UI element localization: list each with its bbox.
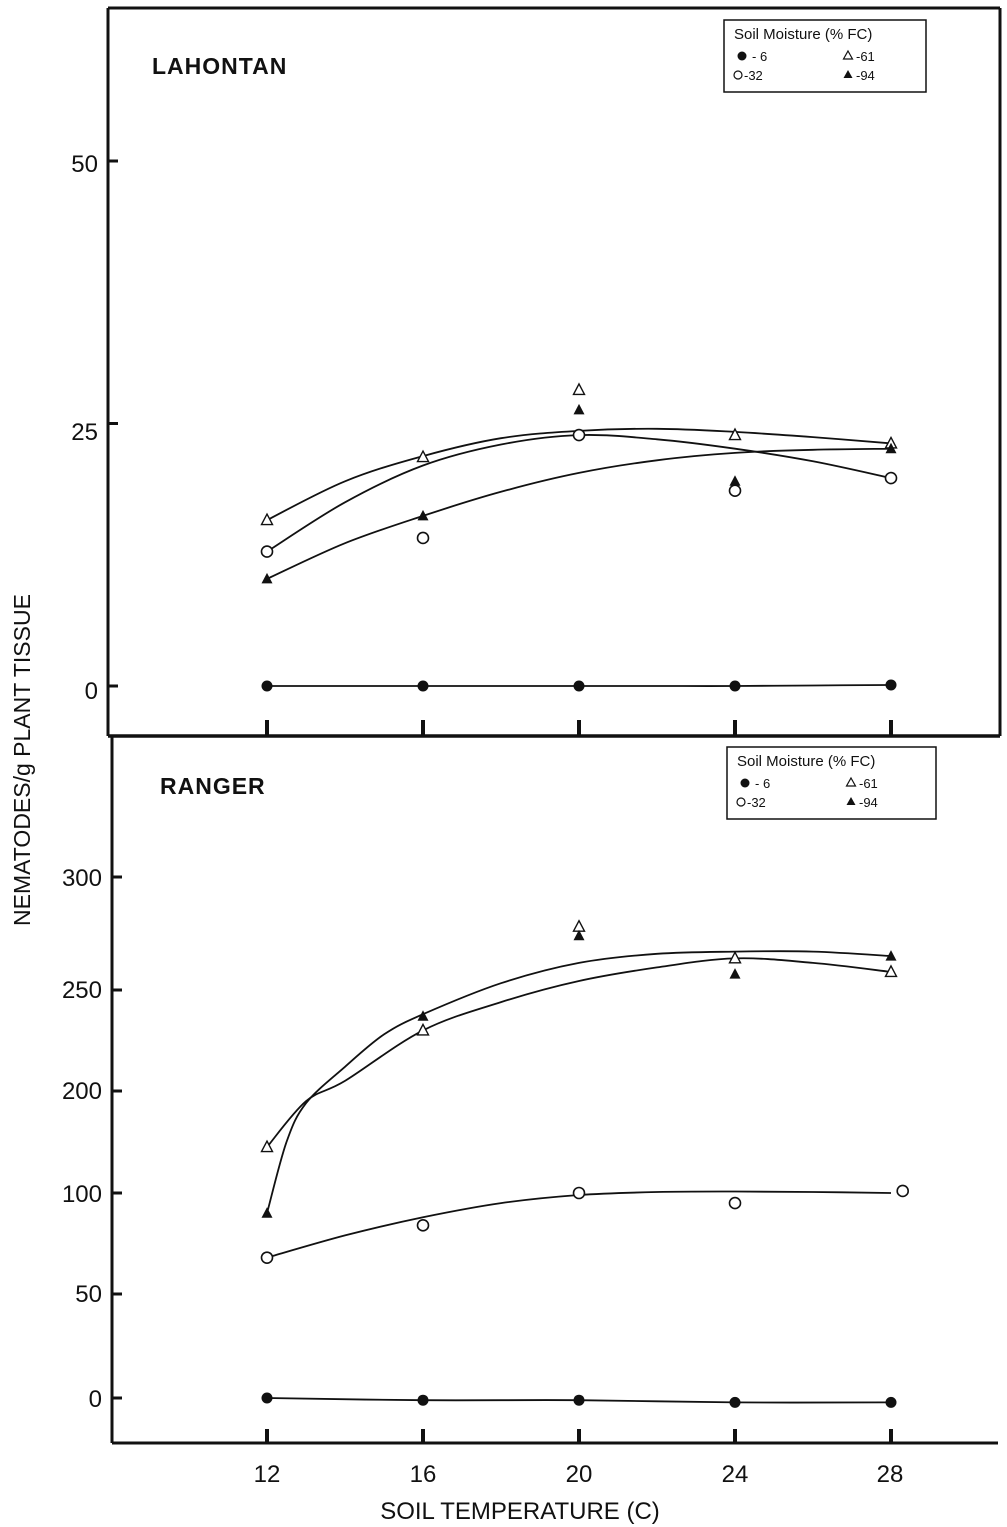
data-point-open-circle [416,1219,430,1232]
lahontan-panel-title: LAHONTAN [152,53,287,79]
ranger-legend: Soil Moisture (% FC) - 6 -61 -32 -94 [726,746,937,820]
legend-label: -32 [747,795,766,810]
lahontan-ytick-label: 50 [71,151,98,178]
xtick-label: 28 [877,1461,904,1488]
ranger-ytick-label: 0 [89,1386,102,1413]
lahontan-points [260,382,898,692]
x-axis-title: SOIL TEMPERATURE (C) [380,1498,660,1525]
data-point-filled-circle [729,1396,741,1408]
data-point-open-circle [572,428,586,442]
data-point-open-triangle [260,1139,274,1153]
legend-label: - 6 [755,776,770,791]
legend-title: Soil Moisture (% FC) [737,753,875,770]
data-point-filled-triangle [261,572,273,584]
ranger-points [260,919,910,1408]
fitted-curve [266,1190,892,1259]
data-point-filled-circle [573,1394,585,1406]
lahontan-ytick-label: 0 [85,678,98,705]
ranger-panel-frame [110,736,998,1445]
legend-box [723,19,927,93]
lahontan-ticks [108,159,893,736]
ranger-ytick-label: 50 [75,1281,102,1308]
xtick-label: 24 [722,1461,749,1488]
data-point-open-triangle [416,449,430,463]
data-point-open-circle [728,1196,742,1210]
ranger-ticks [112,875,893,1443]
data-point-open-triangle [416,1022,430,1036]
data-point-filled-circle [729,680,741,692]
data-point-filled-circle [885,679,897,691]
lahontan-panel-frame [106,6,1002,738]
ranger-curves [266,950,892,1404]
legend-box [726,746,937,820]
legend-filled-circle-icon [740,778,750,788]
data-point-filled-triangle [729,968,741,979]
data-point-filled-circle [573,680,585,692]
xtick-label: 20 [566,1461,593,1488]
fitted-curve [266,427,892,521]
y-axis-title: NEMATODES/g PLANT TISSUE [9,594,35,926]
legend-label: -61 [859,776,878,791]
fitted-curve [266,447,892,580]
data-point-open-triangle [260,512,274,526]
legend-open-triangle-icon [845,776,857,787]
data-point-filled-circle [885,1396,897,1408]
xtick-label: 12 [254,1461,281,1488]
data-point-open-circle [884,471,898,485]
data-point-open-triangle [572,382,586,396]
ranger-ytick-label: 300 [62,865,102,892]
data-point-filled-triangle [573,929,585,941]
legend-label: -61 [856,49,875,64]
legend-label: - 6 [752,49,767,64]
lahontan-curves [266,427,892,687]
lahontan-legend: Soil Moisture (% FC) - 6 -61 -32 -94 [723,19,927,93]
data-point-open-circle [260,545,274,558]
data-point-filled-circle [417,680,429,692]
data-point-open-triangle [884,964,898,978]
fitted-curve [266,957,892,1148]
legend-open-circle-icon [733,70,743,80]
data-point-filled-circle [261,680,273,692]
fitted-curve [266,434,892,553]
legend-open-triangle-icon [842,49,854,60]
data-point-filled-triangle [573,403,585,415]
data-point-open-triangle [572,919,586,932]
ranger-panel-title: RANGER [160,773,266,799]
legend-filled-triangle-icon [846,797,856,805]
data-point-open-circle [416,531,430,545]
data-point-filled-triangle [417,1010,429,1021]
data-point-filled-triangle [729,475,741,486]
ranger-ytick-label: 100 [62,1181,102,1208]
legend-label: -94 [856,68,875,83]
lahontan-ytick-label: 25 [71,419,98,446]
data-point-filled-triangle [885,950,897,961]
xtick-label: 16 [410,1461,437,1488]
ranger-ytick-label: 250 [62,977,102,1004]
data-point-filled-triangle [885,442,897,454]
legend-label: -94 [859,795,878,810]
data-point-open-circle [728,484,742,498]
ranger-ytick-label: 200 [62,1078,102,1105]
data-point-open-circle [896,1184,910,1198]
data-point-filled-circle [261,1392,273,1404]
data-point-filled-triangle [417,509,429,521]
legend-filled-triangle-icon [843,70,853,78]
data-point-open-triangle [728,427,742,441]
data-point-open-circle [572,1186,586,1200]
legend-open-circle-icon [736,797,746,807]
data-point-filled-triangle [261,1207,273,1218]
fitted-curve [266,950,892,1214]
legend-filled-circle-icon [737,51,747,61]
data-point-open-circle [260,1251,274,1264]
legend-label: -32 [744,68,763,83]
legend-title: Soil Moisture (% FC) [734,26,872,43]
data-point-filled-circle [417,1394,429,1406]
data-point-open-triangle [728,950,742,964]
